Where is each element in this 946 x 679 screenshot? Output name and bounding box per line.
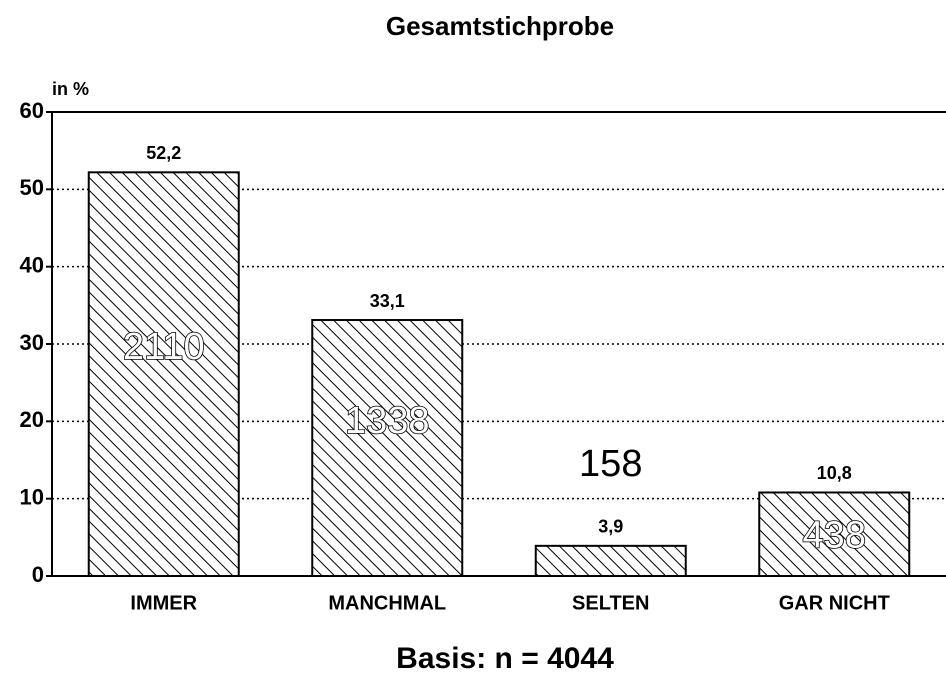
chart-title: Gesamtstichprobe [386, 11, 614, 41]
value-label: 3,9 [598, 517, 623, 537]
y-tick-label: 0 [32, 562, 44, 587]
bar [87, 171, 240, 577]
value-label: 10,8 [817, 463, 852, 483]
footer: Basis: n = 4044 [396, 642, 614, 675]
x-tick-label: IMMER [130, 592, 197, 614]
x-tick-label: MANCHMAL [328, 592, 446, 614]
count-label: 1338 [345, 400, 430, 442]
y-tick-label: 20 [20, 407, 44, 432]
bar [534, 544, 687, 578]
y-tick-label: 40 [20, 252, 44, 277]
y-tick-label: 60 [20, 98, 44, 123]
x-tick-label: GAR NICHT [779, 592, 890, 614]
value-label: 33,1 [370, 291, 405, 311]
bar [311, 319, 464, 577]
count-label: 158 [579, 443, 642, 485]
count-label: 438 [803, 515, 866, 557]
y-tick-label: 10 [20, 484, 44, 509]
y-tick-label: 50 [20, 175, 44, 200]
value-label: 52,2 [146, 143, 181, 163]
count-label: 2110 [123, 326, 205, 368]
x-tick-label: SELTEN [572, 592, 649, 614]
y-tick-label: 30 [20, 330, 44, 355]
y-axis-label: in % [52, 79, 89, 99]
bar [758, 491, 911, 578]
